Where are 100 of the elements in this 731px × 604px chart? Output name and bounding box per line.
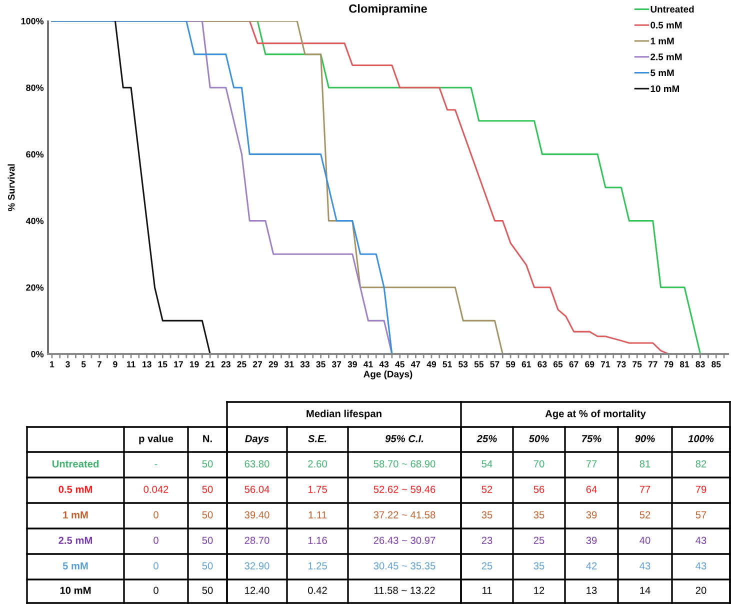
text: 50%: [528, 435, 549, 442]
text: Untreated: [52, 460, 98, 468]
text: 81: [640, 460, 650, 468]
text: 52: [482, 486, 492, 493]
x-tick-label: 33: [300, 361, 310, 368]
x-tick-label: 47: [410, 361, 420, 368]
x-tick-label: 31: [284, 361, 294, 368]
x-tick-label: 67: [569, 361, 578, 368]
text: 13: [586, 586, 597, 594]
y-tick-label: 80%: [26, 84, 44, 91]
text: 2.60: [308, 460, 327, 468]
text: 82: [696, 460, 706, 468]
text: 57: [696, 511, 706, 518]
y-tick-label: 100%: [21, 18, 44, 24]
x-tick-label: 13: [142, 361, 152, 368]
text: 2.5 mM: [58, 536, 92, 544]
text: 0.5 mM: [58, 486, 92, 493]
x-tick-label: 53: [458, 361, 468, 368]
text: Days: [245, 435, 269, 444]
text: 25: [534, 536, 544, 544]
text: 11: [482, 586, 492, 594]
text: 39: [586, 536, 597, 544]
x-tick-label: 59: [506, 361, 516, 368]
x-tick-label: 37: [332, 361, 342, 368]
x-tick-label: 15: [158, 361, 168, 368]
text: 39.40: [244, 511, 270, 518]
text: 79: [696, 486, 706, 493]
text: 5 mM: [62, 562, 88, 570]
x-tick-label: 19: [190, 361, 199, 368]
x-tick-label: 9: [113, 361, 118, 368]
text: 43: [696, 536, 706, 544]
x-tick-label: 39: [348, 361, 357, 368]
text: 50: [202, 536, 213, 544]
text: 35: [534, 511, 544, 518]
text: 54: [482, 460, 492, 468]
text: N.: [203, 435, 212, 442]
x-tick-label: 49: [426, 361, 436, 368]
x-tick-label: 69: [585, 361, 594, 368]
x-tick-label: 25: [237, 361, 246, 368]
x-tick-label: 45: [395, 361, 404, 368]
x-tick-label: 51: [442, 361, 452, 368]
x-tick-label: 1: [50, 361, 54, 368]
text: 77: [586, 460, 597, 468]
text: 90%: [635, 435, 655, 442]
x-tick-label: 55: [474, 361, 484, 368]
y-tick-label: 20%: [26, 284, 44, 291]
text: 64: [586, 486, 597, 493]
x-tick-label: 35: [316, 361, 326, 368]
y-tick-label: 0%: [31, 350, 44, 358]
text: 42: [586, 562, 597, 570]
text: 0.042: [144, 486, 168, 493]
text: 58.70 ~ 68.90: [374, 460, 436, 468]
text: 70: [534, 460, 544, 468]
text: 43: [696, 562, 706, 570]
text: 0: [154, 586, 158, 594]
x-tick-label: 5: [81, 361, 86, 368]
text: Age at % of mortality: [545, 410, 646, 420]
x-tick-label: 41: [364, 361, 373, 368]
text: 0: [154, 562, 158, 570]
x-tick-label: 7: [97, 361, 102, 368]
text: 50: [202, 511, 213, 518]
x-tick-label: 63: [538, 361, 547, 368]
text: 43: [640, 562, 650, 570]
text: 56.04: [244, 486, 270, 493]
text: S.E.: [308, 435, 326, 442]
text: 14: [640, 586, 650, 594]
text: 40: [640, 536, 650, 544]
text: 52.62 ~ 59.46: [374, 486, 436, 493]
x-tick-label: 21: [206, 361, 215, 368]
text: 100%: [688, 435, 714, 442]
text: 1.75: [308, 486, 327, 493]
text: 1.16: [308, 536, 327, 544]
text: 30.45 ~ 35.35: [374, 562, 436, 570]
text: 50: [202, 586, 213, 594]
text: 95% C.I.: [385, 435, 424, 442]
text: 1.25: [308, 562, 327, 570]
text: 0: [154, 536, 158, 544]
y-axis-title: % Survival: [8, 164, 15, 212]
text: 20: [696, 586, 706, 594]
text: 52: [640, 511, 650, 518]
x-tick-label: 17: [174, 361, 183, 368]
text: 56: [534, 486, 544, 493]
text: 12: [534, 586, 544, 594]
text: 1.11: [308, 511, 326, 518]
x-tick-label: 11: [126, 361, 136, 368]
x-tick-label: 27: [252, 361, 262, 368]
x-axis-title: Age (Days): [364, 370, 412, 380]
x-tick-label: 3: [66, 361, 70, 368]
text: 75%: [582, 435, 602, 442]
text: 35: [482, 511, 492, 518]
x-tick-label: 57: [490, 361, 500, 368]
text: 28.70: [244, 536, 270, 544]
text: 50: [202, 562, 213, 570]
text: 10 mM: [60, 586, 91, 594]
text: 39: [586, 511, 597, 518]
text: 63.80: [244, 460, 270, 468]
y-tick-label: 40%: [26, 218, 44, 224]
x-tick-label: 71: [600, 361, 610, 368]
x-tick-label: 73: [616, 361, 626, 368]
text: 37.22 ~ 41.58: [374, 511, 436, 518]
